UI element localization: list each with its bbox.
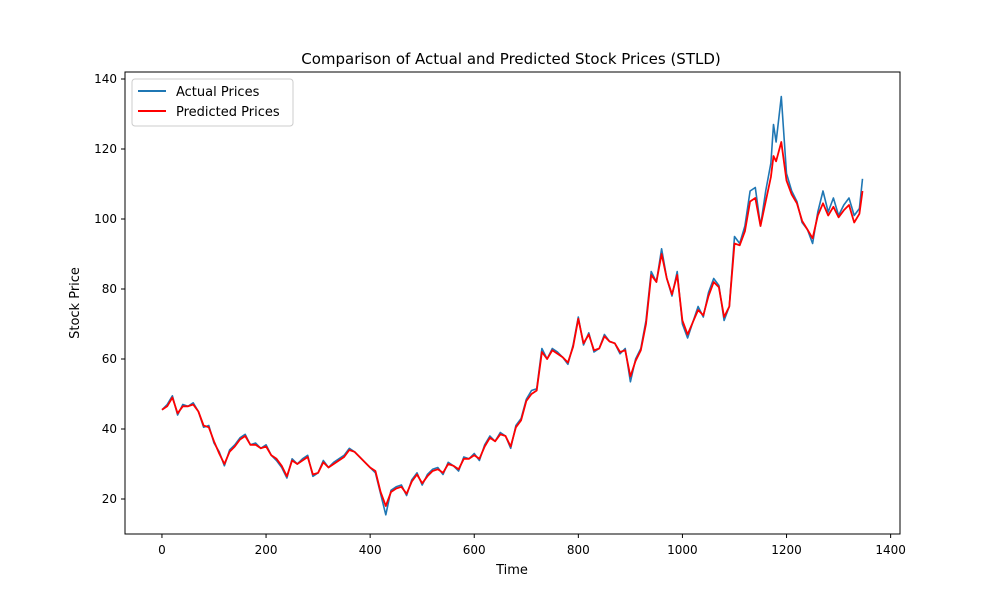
x-tick-label: 600 xyxy=(463,543,486,557)
series-line-predicted-prices xyxy=(161,141,864,507)
legend-label-predicted: Predicted Prices xyxy=(176,105,280,120)
y-tick-label: 80 xyxy=(102,282,117,296)
x-axis-label: Time xyxy=(495,563,528,578)
x-tick-label: 1000 xyxy=(667,543,698,557)
legend-label-actual: Actual Prices xyxy=(176,85,260,100)
x-axis-ticks: 0 200 400 600 800 1000 1200 1400 xyxy=(158,534,906,557)
x-tick-label: 1200 xyxy=(771,543,802,557)
chart-title: Comparison of Actual and Predicted Stock… xyxy=(301,50,721,68)
legend-box xyxy=(131,78,294,127)
x-tick-label: 800 xyxy=(567,543,590,557)
y-tick-label: 120 xyxy=(94,142,117,156)
y-tick-label: 60 xyxy=(102,352,117,366)
y-tick-label: 40 xyxy=(102,422,117,436)
plot-area-lines xyxy=(161,95,864,516)
plot-area-frame xyxy=(124,71,901,535)
y-axis-ticks: 20 40 60 80 100 120 140 xyxy=(94,72,125,506)
y-axis-label: Stock Price xyxy=(68,267,83,339)
x-tick-label: 0 xyxy=(158,543,166,557)
x-tick-label: 400 xyxy=(359,543,382,557)
x-tick-label: 1400 xyxy=(875,543,906,557)
y-tick-label: 20 xyxy=(102,492,117,506)
y-tick-label: 140 xyxy=(94,72,117,86)
series-line-actual-prices xyxy=(161,95,864,516)
legend: Actual Prices Predicted Prices xyxy=(131,78,294,127)
y-tick-label: 100 xyxy=(94,212,117,226)
x-tick-label: 200 xyxy=(255,543,278,557)
